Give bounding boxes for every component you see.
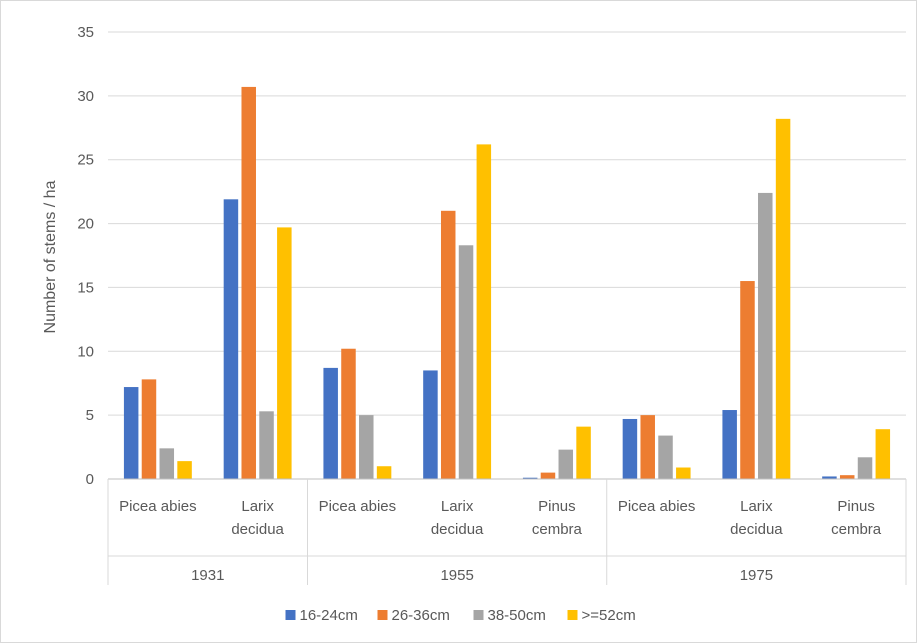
y-tick-label: 10	[77, 343, 94, 360]
bar-38-50cm	[159, 448, 175, 479]
y-tick-label: 35	[77, 24, 94, 41]
legend-swatch	[377, 610, 388, 620]
bar-38-50cm	[259, 411, 274, 479]
bar-16-24cm	[223, 199, 239, 479]
bar->=52cm	[676, 467, 691, 479]
bar-26-36cm	[740, 281, 755, 479]
bar-26-36cm	[839, 475, 855, 479]
x-group-label: 1955	[440, 567, 473, 584]
bar-38-50cm	[658, 435, 673, 479]
bar-26-36cm	[241, 86, 256, 480]
bar-16-24cm	[323, 367, 338, 479]
bar-26-36cm	[440, 210, 456, 480]
x-category-label: Picea abies	[618, 498, 696, 515]
bar-38-50cm	[857, 457, 873, 479]
y-tick-label: 15	[77, 279, 94, 296]
bar-38-50cm	[558, 449, 574, 479]
axes: 0 5 10 15 20 25 30 35 Picea abies Larix decidua Pic…	[77, 24, 907, 585]
y-tick-label: 20	[77, 216, 94, 233]
x-group-label: 1931	[191, 567, 224, 584]
bar->=52cm	[875, 429, 891, 479]
legend-item: 38-50cm	[473, 607, 546, 624]
legend-swatch	[473, 610, 484, 620]
bar-26-36cm	[141, 379, 157, 479]
y-tick-label: 0	[86, 471, 94, 488]
bar-16-24cm	[522, 477, 538, 479]
bar-26-36cm	[640, 415, 655, 479]
bar->=52cm	[177, 461, 192, 479]
bar-38-50cm	[758, 192, 773, 480]
bar-26-36cm	[341, 348, 356, 479]
y-tick-label: 30	[77, 88, 94, 105]
bar->=52cm	[775, 118, 791, 479]
x-category-label: Pinus cembra	[831, 498, 882, 538]
legend-label: >=52cm	[582, 607, 636, 624]
bar->=52cm	[476, 144, 492, 479]
bar-16-24cm	[423, 370, 438, 479]
bar->=52cm	[277, 227, 292, 479]
legend-item: >=52cm	[567, 607, 636, 624]
bar-16-24cm	[722, 410, 737, 479]
bar-38-50cm	[458, 245, 474, 479]
bar-16-24cm	[123, 387, 139, 479]
bars	[123, 86, 891, 480]
legend-label: 16-24cm	[300, 607, 358, 624]
x-category-label: Larix decidua	[730, 498, 783, 538]
bar-26-36cm	[540, 472, 556, 479]
bar-16-24cm	[622, 418, 638, 479]
legend-item: 16-24cm	[285, 607, 358, 624]
x-group-label: 1975	[740, 567, 773, 584]
legend-item: 26-36cm	[377, 607, 450, 624]
y-axis-label: Number of stems / ha	[42, 180, 59, 333]
bar-16-24cm	[822, 476, 837, 479]
y-tick-label: 5	[86, 407, 94, 424]
gridlines	[108, 31, 906, 416]
legend-label: 26-36cm	[392, 607, 450, 624]
x-category-label: Picea abies	[319, 498, 397, 515]
x-category-label: Larix decidua	[231, 498, 284, 538]
y-tick-label: 25	[77, 152, 94, 169]
bar->=52cm	[576, 426, 591, 479]
x-category-label: Pinus cembra	[532, 498, 583, 538]
bar->=52cm	[376, 466, 392, 479]
legend-swatch	[285, 610, 296, 620]
x-category-label: Larix decidua	[431, 498, 484, 538]
bar-38-50cm	[359, 415, 374, 479]
axis-labels: Number of stems / ha	[42, 180, 59, 333]
legend: 16-24cm 26-36cm 38-50cm >=52cm	[285, 607, 636, 624]
x-category-label: Picea abies	[119, 498, 197, 515]
legend-label: 38-50cm	[488, 607, 546, 624]
legend-swatch	[567, 610, 578, 620]
